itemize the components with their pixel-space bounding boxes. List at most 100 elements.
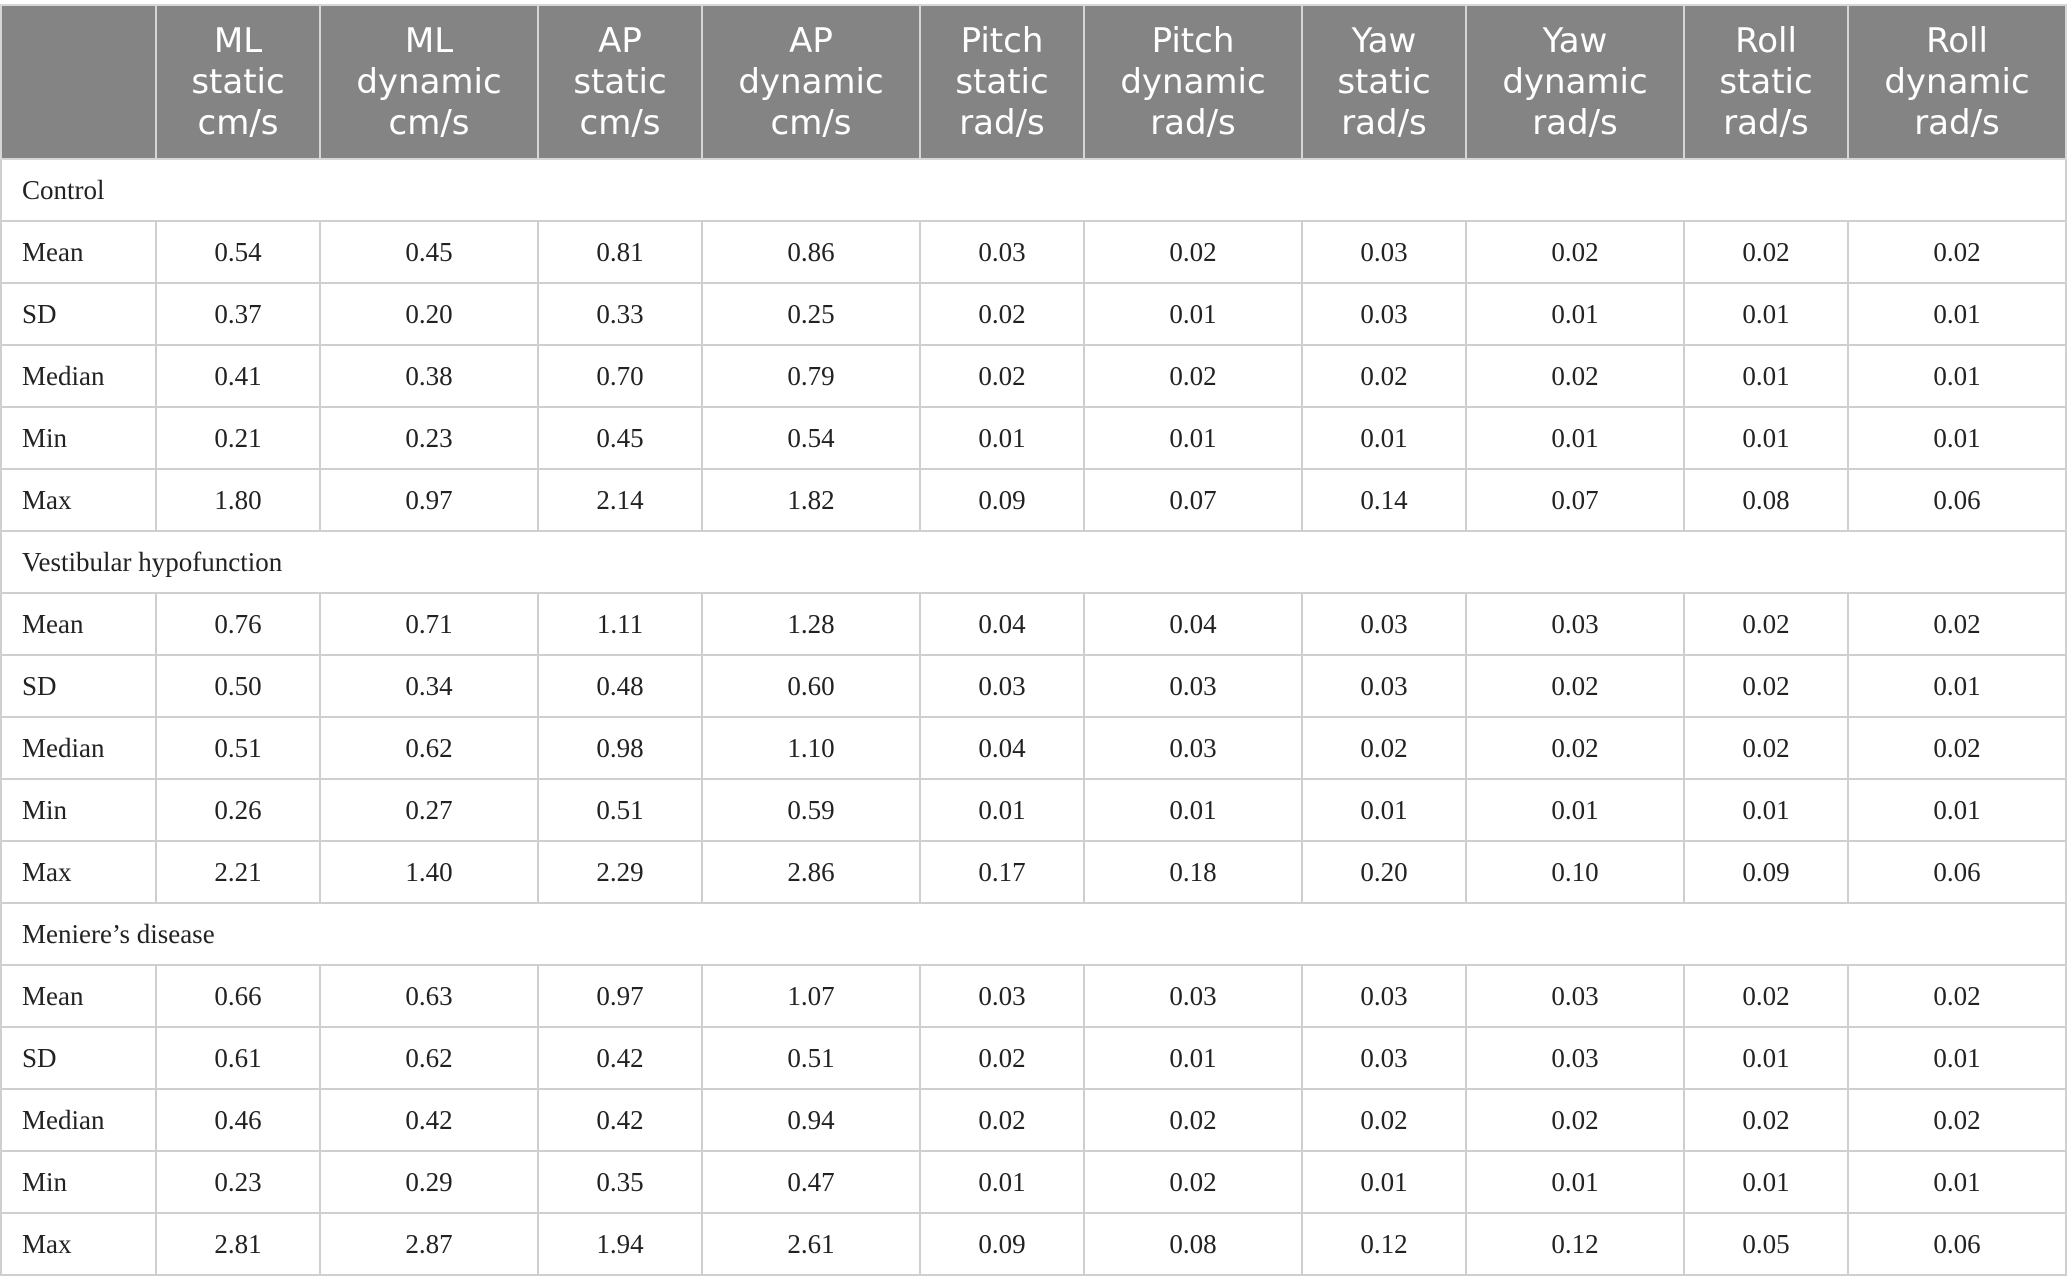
table-cell: 0.02	[1683, 592, 1849, 656]
table-cell: 0.02	[1083, 1150, 1303, 1214]
column-header: Roll static rad/s	[1683, 4, 1849, 160]
column-header-line: static	[573, 61, 667, 102]
table-cell: 1.82	[701, 468, 921, 532]
column-header: ML static cm/s	[155, 4, 321, 160]
column-header: Pitch static rad/s	[919, 4, 1085, 160]
table-cell: 0.02	[1847, 220, 2067, 284]
table-cell: 0.37	[155, 282, 321, 346]
row-label: Min	[0, 778, 157, 842]
table-cell: 0.26	[155, 778, 321, 842]
table-cell: 0.45	[319, 220, 539, 284]
table-cell: 0.02	[1683, 220, 1849, 284]
column-header-line: cm/s	[197, 102, 279, 143]
table-cell: 0.01	[1847, 778, 2067, 842]
table-cell: 0.01	[1301, 1150, 1467, 1214]
table-cell: 0.09	[919, 468, 1085, 532]
column-header-line: rad/s	[1723, 102, 1809, 143]
table-row: Max 2.21 1.40 2.29 2.86 0.17 0.18 0.20 0.10 0.09 0…	[0, 840, 2067, 904]
table-cell: 0.02	[1083, 1088, 1303, 1152]
row-label: Median	[0, 344, 157, 408]
group-label: Meniere’s disease	[0, 902, 2067, 966]
column-header-line: rad/s	[1532, 102, 1618, 143]
column-header-line: rad/s	[1914, 102, 2000, 143]
table-cell: 0.81	[537, 220, 703, 284]
table-cell: 0.03	[1465, 964, 1685, 1028]
table-cell: 0.02	[1083, 220, 1303, 284]
column-header-line: Yaw	[1542, 20, 1608, 61]
table-cell: 0.51	[155, 716, 321, 780]
table-cell: 0.02	[919, 282, 1085, 346]
table-cell: 0.06	[1847, 468, 2067, 532]
column-header-line: static	[1337, 61, 1431, 102]
header-row: ML static cm/s ML dynamic cm/s AP static cm/s AP d…	[0, 4, 2067, 160]
table-cell: 1.28	[701, 592, 921, 656]
table-cell: 0.63	[319, 964, 539, 1028]
table-cell: 0.07	[1083, 468, 1303, 532]
column-header: AP dynamic cm/s	[701, 4, 921, 160]
column-header-line: rad/s	[1150, 102, 1236, 143]
table-cell: 0.02	[1683, 964, 1849, 1028]
table-cell: 0.27	[319, 778, 539, 842]
table-cell: 0.02	[1683, 1088, 1849, 1152]
column-header-line: dynamic	[356, 61, 502, 102]
row-label: Min	[0, 406, 157, 470]
table-cell: 0.03	[1301, 964, 1467, 1028]
table-cell: 0.09	[919, 1212, 1085, 1276]
table-cell: 0.01	[1083, 1026, 1303, 1090]
column-header-line: cm/s	[388, 102, 470, 143]
table-cell: 0.01	[1683, 1150, 1849, 1214]
table-cell: 0.01	[1683, 778, 1849, 842]
table-cell: 0.01	[1847, 344, 2067, 408]
column-header-line: cm/s	[770, 102, 852, 143]
table-cell: 0.01	[1465, 406, 1685, 470]
column-header-line: dynamic	[1502, 61, 1648, 102]
table-cell: 0.02	[1847, 716, 2067, 780]
row-label: Mean	[0, 964, 157, 1028]
table-cell: 0.03	[1301, 592, 1467, 656]
table-cell: 0.97	[319, 468, 539, 532]
table-cell: 0.03	[1465, 1026, 1685, 1090]
table-cell: 0.42	[319, 1088, 539, 1152]
table-cell: 0.03	[1301, 282, 1467, 346]
table-cell: 0.02	[1847, 1088, 2067, 1152]
table-cell: 0.14	[1301, 468, 1467, 532]
table-row: Max 1.80 0.97 2.14 1.82 0.09 0.07 0.14 0.07 0.08 0…	[0, 468, 2067, 532]
table-cell: 0.01	[1301, 406, 1467, 470]
table-cell: 0.51	[537, 778, 703, 842]
group-label: Vestibular hypofunction	[0, 530, 2067, 594]
table-cell: 0.03	[1301, 654, 1467, 718]
table-cell: 0.61	[155, 1026, 321, 1090]
table-cell: 1.10	[701, 716, 921, 780]
table-cell: 0.02	[1301, 344, 1467, 408]
column-header: Yaw static rad/s	[1301, 4, 1467, 160]
table-cell: 0.46	[155, 1088, 321, 1152]
table-cell: 0.01	[919, 778, 1085, 842]
table-cell: 0.41	[155, 344, 321, 408]
column-header-line: rad/s	[1341, 102, 1427, 143]
table-cell: 0.42	[537, 1026, 703, 1090]
table-cell: 0.02	[1465, 344, 1685, 408]
table-cell: 0.25	[701, 282, 921, 346]
table-row: Min 0.26 0.27 0.51 0.59 0.01 0.01 0.01 0.01 0.01 0…	[0, 778, 2067, 842]
column-header-line: Roll	[1735, 20, 1797, 61]
table-cell: 0.94	[701, 1088, 921, 1152]
table-row: Mean 0.66 0.63 0.97 1.07 0.03 0.03 0.03 0.03 0.02…	[0, 964, 2067, 1028]
row-label: Median	[0, 1088, 157, 1152]
data-table: ML static cm/s ML dynamic cm/s AP static cm/s AP d…	[0, 4, 2067, 1276]
table-cell: 0.01	[1683, 406, 1849, 470]
table-cell: 2.21	[155, 840, 321, 904]
table-cell: 0.54	[701, 406, 921, 470]
table-cell: 0.21	[155, 406, 321, 470]
column-header	[0, 4, 157, 160]
table-cell: 0.04	[919, 592, 1085, 656]
column-header-line: Pitch	[1151, 20, 1235, 61]
row-label: SD	[0, 1026, 157, 1090]
table-row: SD 0.50 0.34 0.48 0.60 0.03 0.03 0.03 0.02 0.02 0.…	[0, 654, 2067, 718]
table-cell: 1.94	[537, 1212, 703, 1276]
column-header-line: static	[955, 61, 1049, 102]
table-cell: 2.61	[701, 1212, 921, 1276]
table-cell: 0.01	[1465, 282, 1685, 346]
table-cell: 0.03	[1301, 220, 1467, 284]
table-cell: 0.06	[1847, 840, 2067, 904]
table-cell: 0.02	[1465, 654, 1685, 718]
